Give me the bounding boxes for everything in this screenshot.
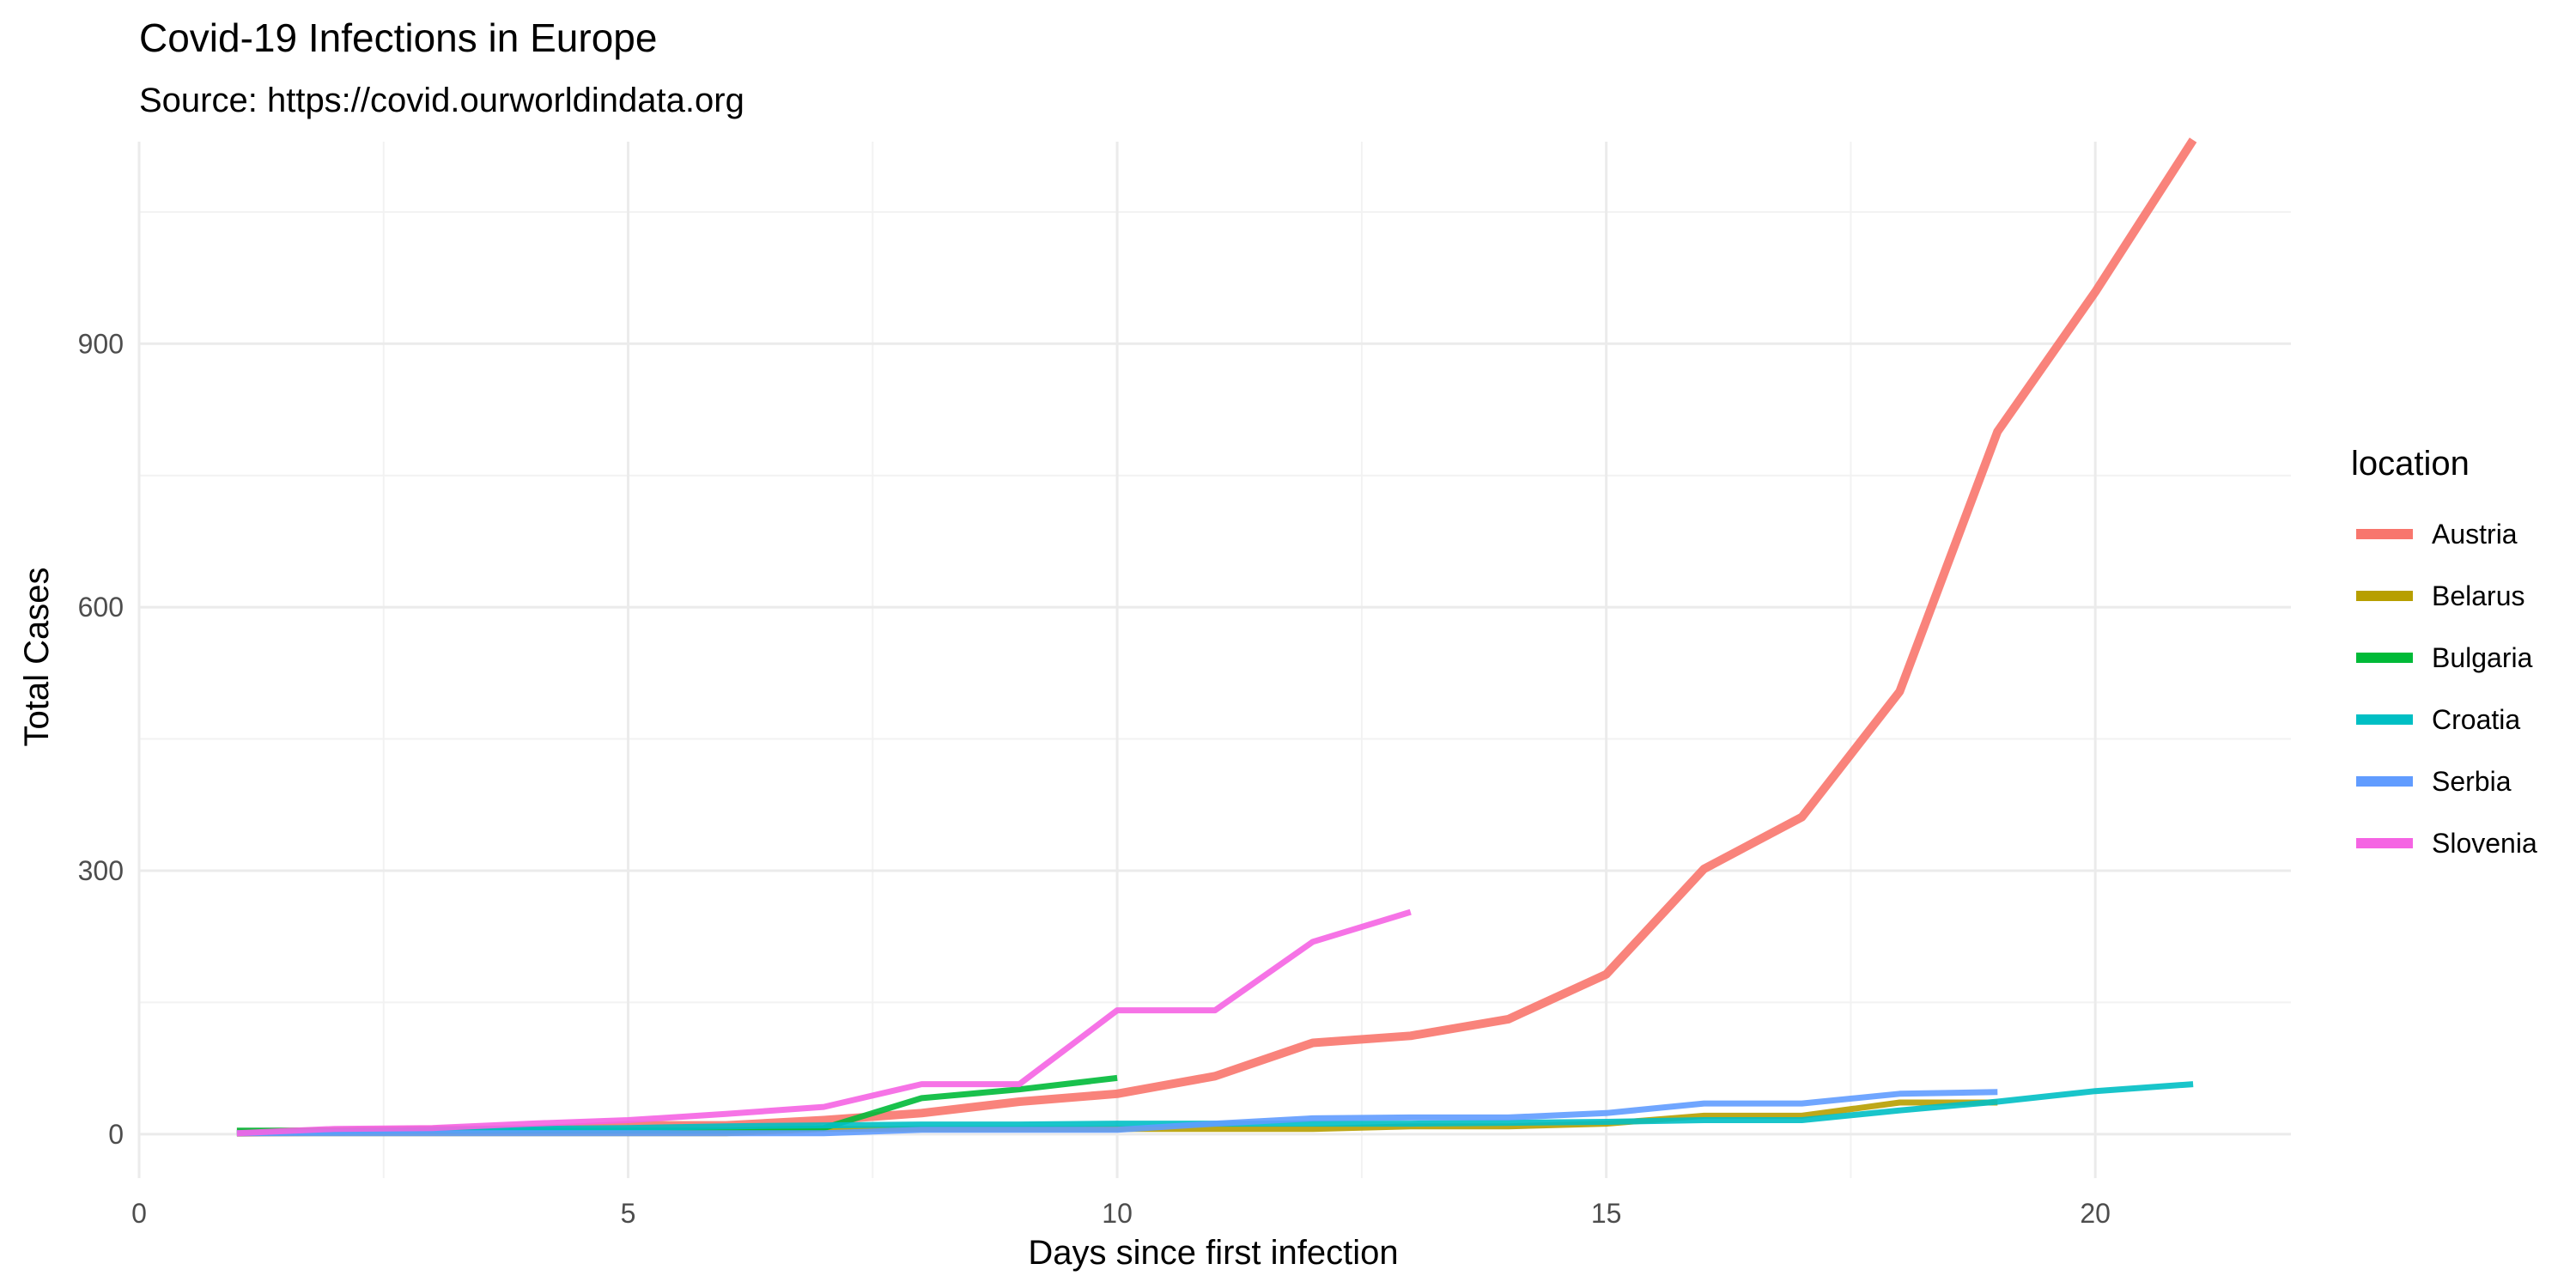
series-line-austria bbox=[236, 137, 2197, 1137]
y-tick-label: 300 bbox=[78, 855, 124, 886]
y-tick-label: 900 bbox=[78, 328, 124, 359]
series-lines bbox=[236, 137, 2197, 1137]
tick-labels: 0 5 10 15 20 0 300 600 900 bbox=[78, 328, 2111, 1229]
y-tick-label: 0 bbox=[108, 1119, 124, 1150]
x-tick-label: 5 bbox=[621, 1198, 636, 1229]
x-tick-label: 15 bbox=[1591, 1198, 1622, 1229]
legend-label-croatia: Croatia bbox=[2432, 704, 2520, 735]
series-line-serbia bbox=[236, 1089, 1998, 1137]
x-tick-label: 0 bbox=[131, 1198, 147, 1229]
legend: Austria Belarus Bulgaria Croatia Serbia Slove… bbox=[2356, 519, 2537, 859]
legend-label-slovenia: Slovenia bbox=[2432, 828, 2537, 859]
legend-label-bulgaria: Bulgaria bbox=[2432, 642, 2533, 673]
x-tick-label: 20 bbox=[2080, 1198, 2111, 1229]
legend-label-belarus: Belarus bbox=[2432, 580, 2525, 611]
y-tick-label: 600 bbox=[78, 592, 124, 623]
grid bbox=[137, 142, 2291, 1178]
legend-label-austria: Austria bbox=[2432, 519, 2518, 550]
series-line-slovenia bbox=[236, 908, 1412, 1137]
legend-title: location bbox=[2351, 445, 2470, 483]
chart-title: Covid-19 Infections in Europe bbox=[139, 15, 657, 60]
x-axis-title: Days since first infection bbox=[1028, 1234, 1398, 1272]
legend-label-serbia: Serbia bbox=[2432, 766, 2512, 797]
chart-subtitle: Source: https://covid.ourworldindata.org bbox=[139, 82, 744, 119]
y-axis-title: Total Cases bbox=[18, 568, 56, 747]
x-tick-label: 10 bbox=[1102, 1198, 1133, 1229]
